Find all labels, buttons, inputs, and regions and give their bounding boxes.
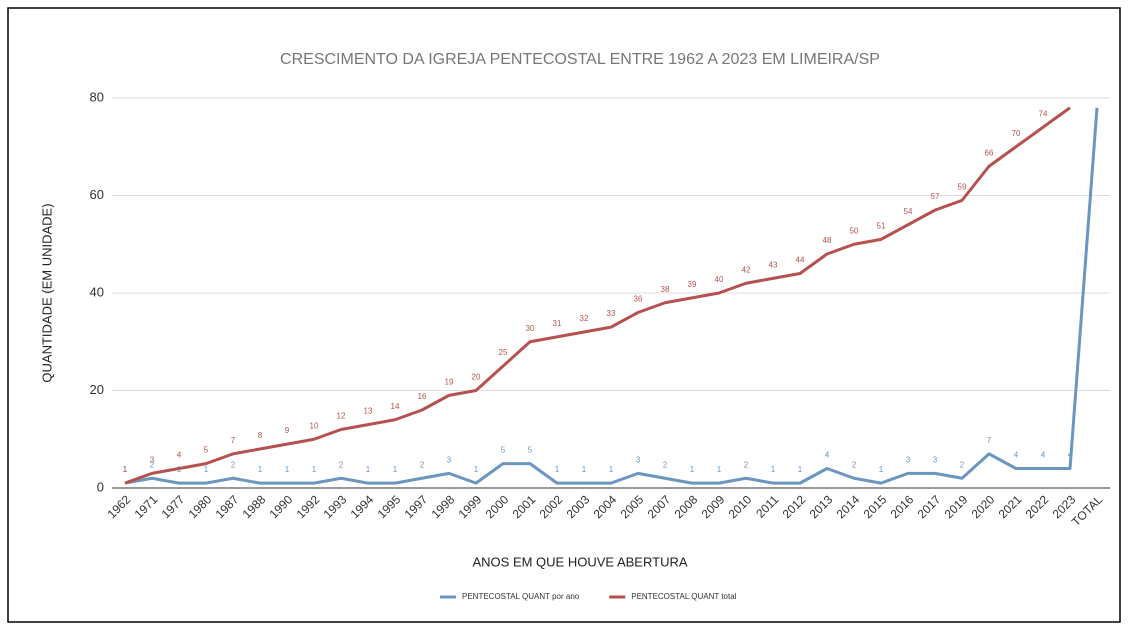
data-label: 33 xyxy=(607,309,616,318)
data-label: 7 xyxy=(231,436,236,445)
data-label: 12 xyxy=(337,412,346,421)
data-label: 1 xyxy=(258,465,263,474)
data-label: 4 xyxy=(1041,451,1046,460)
data-label: 10 xyxy=(310,421,319,430)
data-label: 3 xyxy=(933,455,938,464)
series-line xyxy=(124,107,1099,485)
data-label: 1 xyxy=(123,465,128,474)
data-label: 14 xyxy=(391,402,400,411)
data-label: 66 xyxy=(985,148,994,157)
data-label: 2 xyxy=(231,460,236,469)
data-label: 3 xyxy=(906,455,911,464)
data-label: 1 xyxy=(690,465,695,474)
legend-label: PENTECOSTAL QUANT por ano xyxy=(462,592,580,601)
data-label: 19 xyxy=(445,377,454,386)
data-label: 36 xyxy=(634,295,643,304)
data-label: 4 xyxy=(825,451,830,460)
data-label: 1 xyxy=(582,465,587,474)
data-label: 1 xyxy=(312,465,317,474)
data-label: 54 xyxy=(904,207,913,216)
data-label: 3 xyxy=(150,455,155,464)
data-label: 1 xyxy=(393,465,398,474)
data-label: 51 xyxy=(877,221,886,230)
data-label: 2 xyxy=(852,460,857,469)
data-label: 39 xyxy=(688,280,697,289)
y-tick-label: 20 xyxy=(90,382,104,397)
data-label: 1 xyxy=(717,465,722,474)
data-label: 40 xyxy=(715,275,724,284)
data-label: 4 xyxy=(177,451,182,460)
data-label: 3 xyxy=(636,455,641,464)
data-label: 50 xyxy=(850,226,859,235)
frame xyxy=(7,7,1121,623)
y-tick-label: 40 xyxy=(90,284,104,299)
x-axis-title: ANOS EM QUE HOUVE ABERTURA xyxy=(472,554,687,569)
data-label: 5 xyxy=(528,446,533,455)
data-label: 8 xyxy=(258,431,263,440)
data-label: 43 xyxy=(769,260,778,269)
data-label: 1 xyxy=(555,465,560,474)
data-label: 5 xyxy=(501,446,506,455)
data-label: 13 xyxy=(364,407,373,416)
data-label: 16 xyxy=(418,392,427,401)
data-label: 3 xyxy=(447,455,452,464)
data-label: 1 xyxy=(204,465,209,474)
data-label: 74 xyxy=(1039,109,1048,118)
data-label: 4 xyxy=(1068,451,1073,460)
data-label: 70 xyxy=(1012,129,1021,138)
data-label: 48 xyxy=(823,236,832,245)
data-label: 20 xyxy=(472,373,481,382)
y-tick-label: 80 xyxy=(90,89,104,104)
data-label: 59 xyxy=(958,182,967,191)
data-label: 2 xyxy=(744,460,749,469)
data-label: 38 xyxy=(661,285,670,294)
data-label: 42 xyxy=(742,265,751,274)
data-label: 1 xyxy=(123,465,128,474)
data-label: 2 xyxy=(420,460,425,469)
data-label: 30 xyxy=(526,324,535,333)
data-label: 1 xyxy=(285,465,290,474)
legend-label: PENTECOSTAL QUANT total xyxy=(631,592,736,601)
data-label: 44 xyxy=(796,256,805,265)
y-tick-label: 0 xyxy=(97,479,104,494)
data-label: 9 xyxy=(285,426,290,435)
data-label: 57 xyxy=(931,192,940,201)
data-label: 4 xyxy=(1014,451,1019,460)
data-label: 7 xyxy=(987,436,992,445)
y-tick-label: 60 xyxy=(90,187,104,202)
data-label: 5 xyxy=(204,446,209,455)
data-label: 1 xyxy=(798,465,803,474)
data-label: 2 xyxy=(663,460,668,469)
chart-title: CRESCIMENTO DA IGREJA PENTECOSTAL ENTRE … xyxy=(280,51,880,68)
data-label: 1 xyxy=(609,465,614,474)
y-axis-title: QUANTIDADE (EM UNIDADE) xyxy=(39,203,54,382)
data-label: 1 xyxy=(879,465,884,474)
data-label: 25 xyxy=(499,348,508,357)
data-label: 1 xyxy=(474,465,479,474)
data-label: 2 xyxy=(339,460,344,469)
data-label: 31 xyxy=(553,319,562,328)
data-label: 2 xyxy=(150,460,155,469)
series-line xyxy=(124,106,1071,485)
data-label: 2 xyxy=(960,460,965,469)
data-label: 1 xyxy=(771,465,776,474)
data-label: 32 xyxy=(580,314,589,323)
data-label: 1 xyxy=(366,465,371,474)
